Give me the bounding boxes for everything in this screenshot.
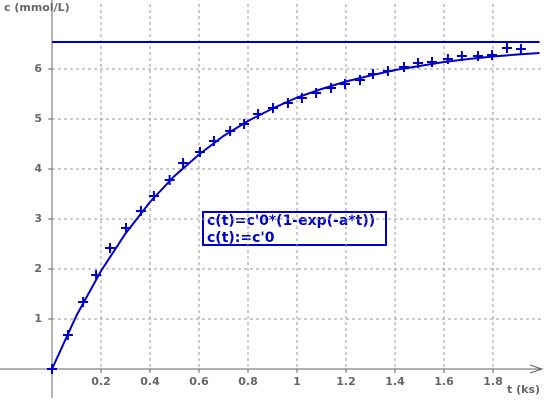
data-point xyxy=(105,243,116,253)
y-tick-label: 3 xyxy=(34,212,42,225)
x-axis-arrow xyxy=(529,364,544,374)
line xyxy=(51,52,540,370)
x-tick-label: 1.2 xyxy=(336,375,356,388)
x-tick-label: 0.8 xyxy=(238,375,258,388)
x-tick-label: 0.2 xyxy=(91,375,111,388)
data-point xyxy=(426,57,437,67)
y-axis-label: c (mmol/L) xyxy=(4,1,70,14)
x-tick-label: 0.6 xyxy=(189,375,209,388)
annotation: c(t):=c'0 xyxy=(207,230,275,246)
data-point xyxy=(340,79,351,89)
data-point xyxy=(148,191,159,201)
data-point xyxy=(354,75,365,85)
y-tick-label: 1 xyxy=(34,312,42,325)
data-point xyxy=(178,158,189,168)
x-tick-label: 1.6 xyxy=(434,375,454,388)
x-axis-label: t (ks) xyxy=(507,383,540,396)
data-point xyxy=(501,43,512,53)
x-tick-label: 1 xyxy=(293,375,301,388)
x-tick-label: 1.8 xyxy=(483,375,503,388)
y-tick-label: 4 xyxy=(34,162,42,175)
annotation-box xyxy=(202,211,387,246)
x-tick-label: 1.4 xyxy=(385,375,405,388)
x-tick-label: 0.4 xyxy=(140,375,160,388)
annotation: c(t)=c'0*(1-exp(-a*t)) xyxy=(207,213,375,229)
data-point xyxy=(515,44,526,54)
data-point xyxy=(473,51,484,61)
y-tick-label: 6 xyxy=(34,62,42,75)
data-point xyxy=(487,50,498,60)
y-tick-label: 2 xyxy=(34,262,42,275)
y-tick-label: 5 xyxy=(34,112,42,125)
